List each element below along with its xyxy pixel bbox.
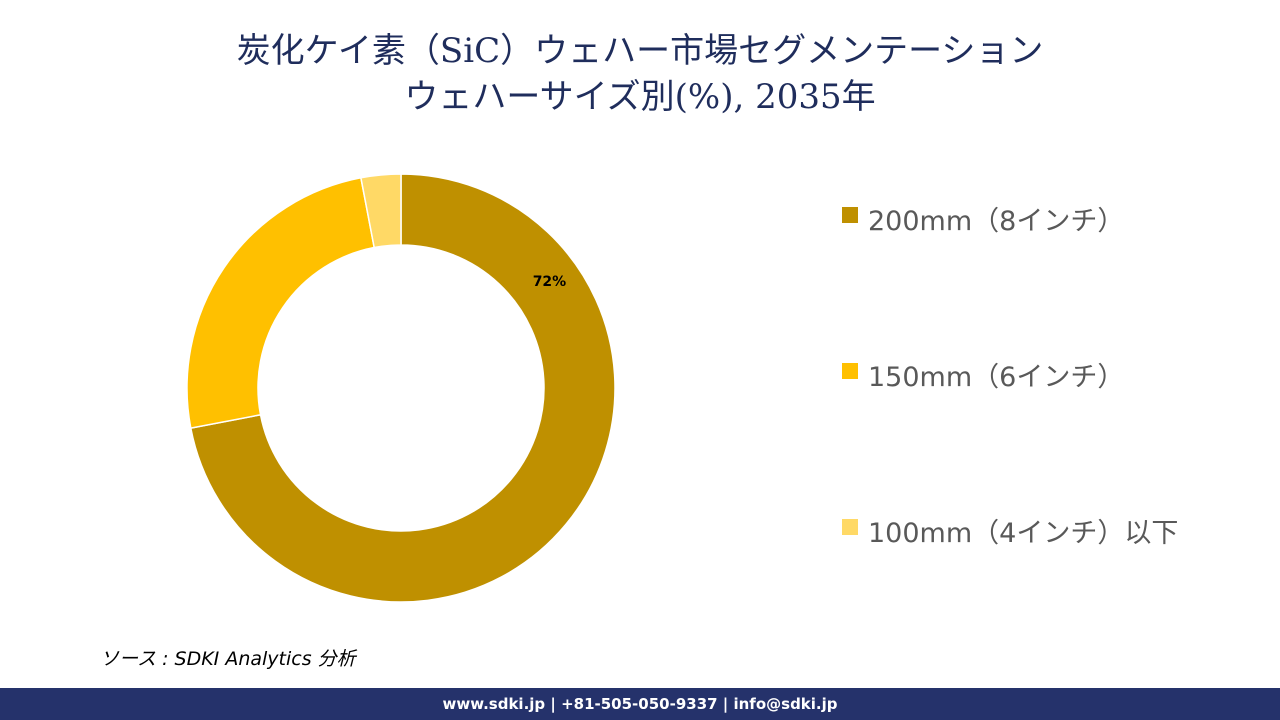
title-line-2: ウェハーサイズ別(%), 2035年 <box>404 77 876 117</box>
legend-label-100mm: 100mm（4インチ）以下 <box>868 518 1179 549</box>
donut-slice-1 <box>186 176 376 429</box>
footer-bar: www.sdki.jp | +81-505-050-9337 | info@sd… <box>0 688 1280 720</box>
legend-item-150mm: 150mm（6インチ） <box>842 352 1188 404</box>
legend-item-200mm: 200mm（8インチ） <box>842 196 1188 248</box>
chart-title: 炭化ケイ素（SiC）ウェハー市場セグメンテーション ウェハーサイズ別(%), 2… <box>0 28 1280 120</box>
source-note: ソース : SDKI Analytics 分析 <box>100 648 356 670</box>
donut-slice-0 <box>189 173 616 603</box>
legend-label-150mm: 150mm（6インチ） <box>868 362 1125 393</box>
legend-swatch-100mm <box>842 519 858 535</box>
legend-label-200mm: 200mm（8インチ） <box>868 206 1125 237</box>
donut-slice-2 <box>360 173 402 249</box>
data-label-0: 72% <box>533 274 567 290</box>
legend-swatch-150mm <box>842 363 858 379</box>
title-line-1: 炭化ケイ素（SiC）ウェハー市場セグメンテーション <box>236 31 1044 71</box>
legend-swatch-200mm <box>842 207 858 223</box>
legend-item-100mm: 100mm（4インチ）以下 <box>842 508 1188 560</box>
